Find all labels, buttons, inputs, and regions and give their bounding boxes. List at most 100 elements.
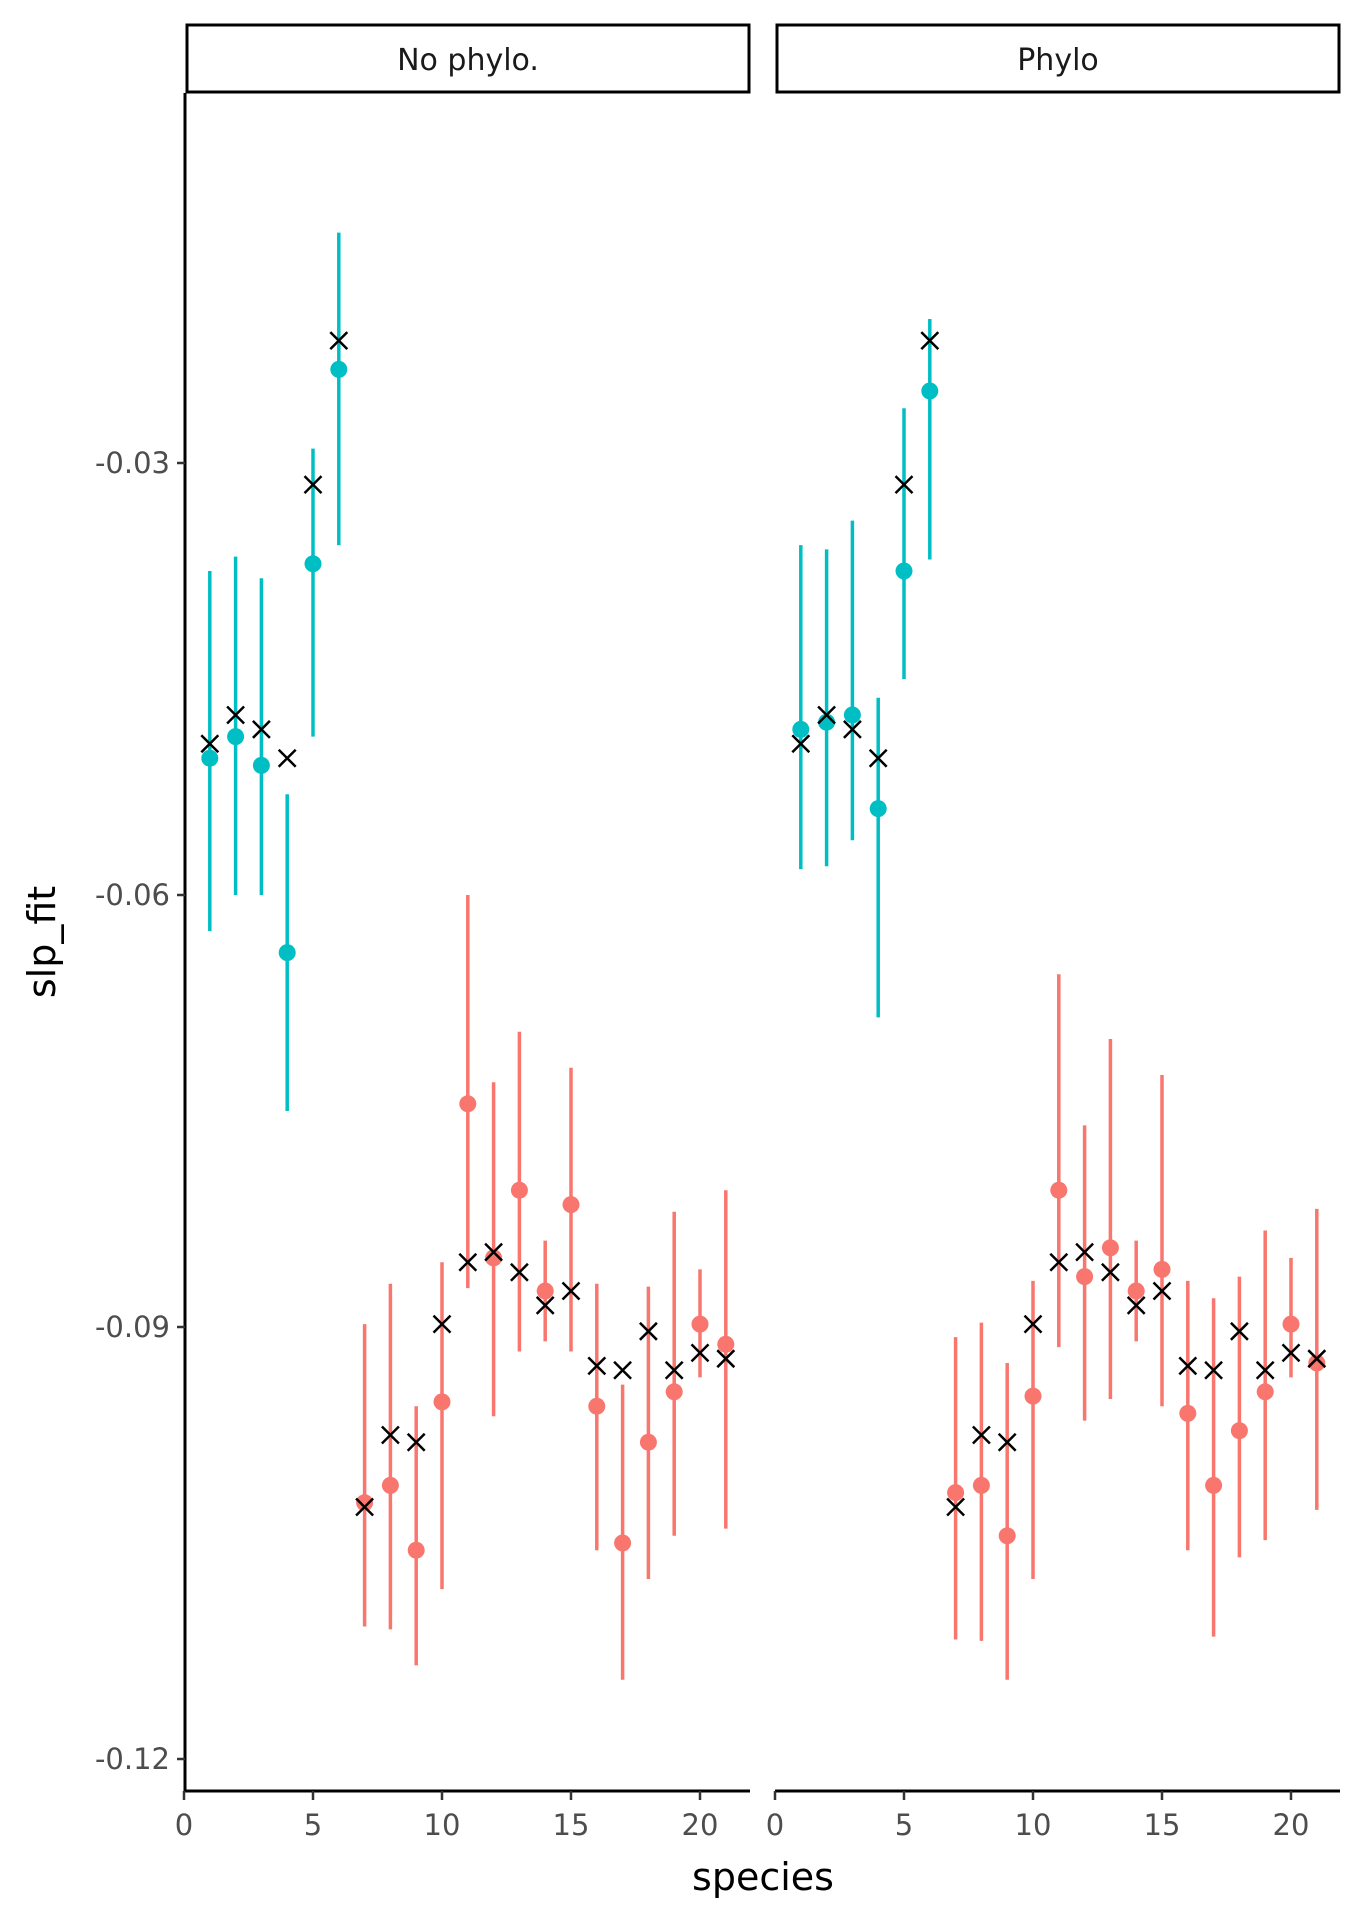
data-point — [562, 1196, 580, 1214]
panel-title-right: Phylo — [1017, 43, 1099, 78]
truth-marker-stroke — [1101, 1262, 1120, 1282]
data-point — [1179, 1404, 1197, 1422]
truth-marker-stroke — [1230, 1321, 1249, 1341]
truth-marker — [894, 475, 914, 494]
data-point — [304, 555, 322, 573]
data-point — [485, 1249, 503, 1267]
x-tick-label: 15 — [1144, 1808, 1181, 1842]
data-point — [1127, 1282, 1145, 1300]
truth-marker-stroke — [690, 1343, 710, 1363]
data-point — [1153, 1260, 1171, 1278]
data-point — [459, 1095, 477, 1113]
panel-strip-right: Phylo — [775, 23, 1341, 94]
truth-marker-stroke — [587, 1356, 607, 1376]
strip-box-left — [185, 23, 751, 94]
data-point — [1024, 1387, 1042, 1405]
truth-marker-stroke — [1255, 1360, 1275, 1380]
truth-marker — [1204, 1360, 1223, 1380]
truth-marker — [303, 475, 323, 494]
x-axis-left: 0 5 10 15 20 — [175, 1791, 718, 1842]
truth-marker — [381, 1425, 400, 1445]
truth-marker-stroke — [639, 1321, 658, 1341]
data-point — [1308, 1354, 1326, 1372]
truth-marker-stroke — [868, 748, 888, 768]
data-point — [588, 1397, 606, 1415]
truth-marker-stroke — [355, 1497, 374, 1517]
truth-marker — [843, 720, 862, 739]
truth-marker-stroke — [277, 748, 297, 768]
x-tick-label: 5 — [895, 1808, 913, 1842]
truth-marker — [997, 1432, 1017, 1452]
data-point — [381, 1476, 399, 1494]
truth-marker — [458, 1252, 478, 1272]
truth-marker — [1126, 1296, 1146, 1315]
truth-marker-stroke — [894, 475, 914, 494]
truth-marker — [868, 748, 888, 768]
truth-marker — [791, 734, 811, 754]
truth-marker — [406, 1432, 426, 1452]
truth-marker-stroke — [1152, 1281, 1172, 1301]
truth-marker — [561, 1281, 581, 1301]
truth-marker-stroke — [972, 1425, 991, 1445]
truth-marker-stroke — [510, 1262, 529, 1282]
data-point — [843, 706, 861, 724]
data-point — [1205, 1476, 1223, 1494]
panel-left-plot — [200, 232, 736, 1680]
truth-marker — [1075, 1242, 1094, 1262]
truth-marker-stroke — [329, 331, 349, 350]
truth-marker — [1101, 1262, 1120, 1282]
data-point — [1230, 1422, 1248, 1440]
data-point — [1282, 1315, 1300, 1333]
y-tick-label: -0.12 — [95, 1742, 170, 1776]
data-point — [510, 1181, 528, 1199]
data-point — [921, 382, 939, 400]
data-point — [1256, 1383, 1274, 1401]
x-tick-label: 10 — [1015, 1808, 1052, 1842]
truth-marker — [716, 1349, 736, 1369]
truth-marker-stroke — [1281, 1343, 1301, 1363]
truth-marker-stroke — [920, 331, 940, 350]
truth-marker — [484, 1242, 503, 1262]
truth-marker-stroke — [1204, 1360, 1223, 1380]
truth-marker-stroke — [381, 1425, 400, 1445]
data-point — [278, 944, 296, 962]
truth-marker-stroke — [1023, 1314, 1043, 1334]
truth-marker-stroke — [561, 1281, 581, 1301]
truth-marker — [920, 331, 940, 350]
truth-marker-stroke — [1307, 1349, 1327, 1369]
truth-marker-stroke — [303, 475, 323, 494]
truth-marker — [972, 1425, 991, 1445]
truth-marker-stroke — [817, 705, 836, 725]
truth-marker-stroke — [252, 720, 271, 739]
data-point — [1076, 1268, 1094, 1286]
y-tick-label: -0.09 — [95, 1310, 170, 1344]
data-point — [407, 1541, 425, 1559]
data-point — [717, 1335, 735, 1353]
truth-marker-stroke — [406, 1432, 426, 1452]
x-tick-label: 10 — [424, 1808, 461, 1842]
truth-marker-stroke — [791, 734, 811, 754]
truth-marker — [1023, 1314, 1043, 1334]
truth-marker — [1255, 1360, 1275, 1380]
truth-marker-stroke — [1126, 1296, 1146, 1315]
truth-marker — [817, 705, 836, 725]
truth-marker — [200, 734, 220, 754]
truth-marker-stroke — [484, 1242, 503, 1262]
truth-marker — [277, 748, 297, 768]
truth-marker — [252, 720, 271, 739]
truth-marker — [1178, 1356, 1198, 1376]
data-point — [895, 562, 913, 580]
truth-marker — [329, 331, 349, 350]
truth-marker-stroke — [458, 1252, 478, 1272]
truth-marker-stroke — [664, 1360, 684, 1380]
x-tick-label: 15 — [553, 1808, 590, 1842]
data-point — [227, 728, 245, 746]
data-point — [536, 1282, 554, 1300]
x-tick-label: 5 — [304, 1808, 322, 1842]
truth-marker-stroke — [200, 734, 220, 754]
truth-marker-stroke — [843, 720, 862, 739]
truth-marker-stroke — [432, 1314, 452, 1334]
truth-marker — [664, 1360, 684, 1380]
truth-marker-stroke — [1075, 1242, 1094, 1262]
truth-marker — [510, 1262, 529, 1282]
